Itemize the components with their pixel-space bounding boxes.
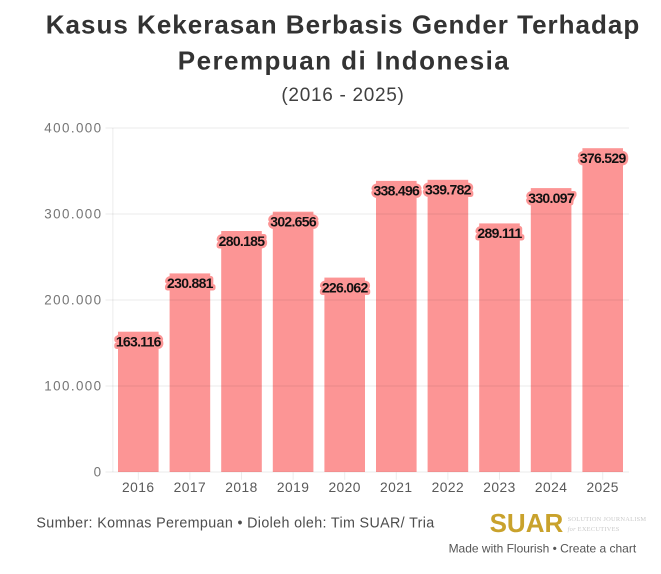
svg-text:2018: 2018 (225, 480, 258, 495)
svg-text:(2016 - 2025): (2016 - 2025) (281, 85, 404, 106)
svg-text:2016: 2016 (122, 480, 155, 495)
svg-text:0: 0 (94, 464, 103, 479)
svg-text:302.656: 302.656 (270, 214, 317, 230)
svg-text:300.000: 300.000 (44, 206, 102, 221)
svg-text:SOLUTION JOURNALISM: SOLUTION JOURNALISM (568, 516, 647, 523)
svg-text:Kasus Kekerasan Berbasis Gende: Kasus Kekerasan Berbasis Gender Terhadap (46, 10, 640, 40)
svg-text:100.000: 100.000 (44, 378, 102, 393)
svg-text:400.000: 400.000 (44, 120, 102, 135)
svg-text:2017: 2017 (174, 480, 207, 495)
svg-text:Perempuan di Indonesia: Perempuan di Indonesia (178, 45, 510, 75)
svg-text:2023: 2023 (483, 480, 516, 495)
svg-text:163.116: 163.116 (116, 334, 162, 350)
svg-text:230.881: 230.881 (167, 275, 214, 291)
svg-text:Made with Flourish • Create a: Made with Flourish • Create a chart (449, 542, 637, 556)
svg-text:for EXECUTIVES: for EXECUTIVES (568, 526, 620, 533)
svg-text:2021: 2021 (380, 480, 413, 495)
svg-text:226.062: 226.062 (322, 279, 369, 295)
svg-text:2019: 2019 (277, 480, 310, 495)
svg-text:200.000: 200.000 (44, 292, 102, 307)
svg-text:289.111: 289.111 (477, 225, 522, 241)
svg-text:330.097: 330.097 (528, 190, 575, 206)
svg-text:SUAR: SUAR (490, 508, 564, 538)
svg-text:2022: 2022 (432, 480, 465, 495)
svg-text:2025: 2025 (586, 480, 619, 495)
svg-text:Sumber: Komnas Perempuan • Dio: Sumber: Komnas Perempuan • Dioleh oleh: … (36, 516, 434, 532)
svg-text:280.185: 280.185 (219, 233, 266, 249)
svg-text:376.529: 376.529 (580, 150, 627, 166)
svg-text:2024: 2024 (535, 480, 568, 495)
svg-text:2020: 2020 (328, 480, 361, 495)
svg-text:338.496: 338.496 (373, 183, 420, 199)
svg-text:339.782: 339.782 (425, 182, 472, 198)
